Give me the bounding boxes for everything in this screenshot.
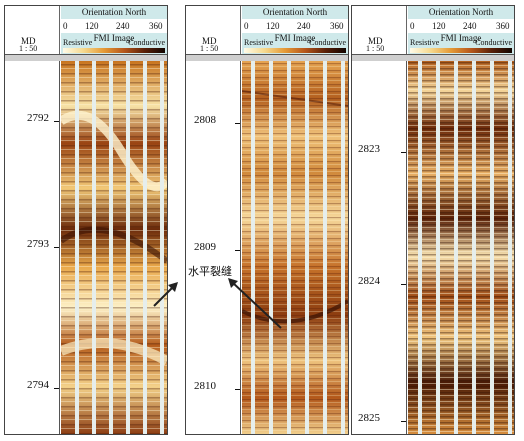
azimuth-scale: 0 120 240 360 [408, 19, 514, 33]
depth-tick [401, 152, 406, 153]
resistive-label: Resistive [63, 38, 93, 47]
azimuth-tick: 120 [85, 21, 99, 31]
md-label: MD [368, 36, 383, 46]
md-column-header: MD 1 : 50 [186, 6, 241, 54]
fmi-image-track [408, 61, 514, 434]
depth-tick [54, 388, 59, 389]
color-scale-bar [410, 48, 512, 53]
azimuth-tick: 120 [266, 21, 280, 31]
resistive-label: Resistive [244, 38, 274, 47]
log-header: MD 1 : 50 Orientation North 0 120 240 36… [186, 6, 348, 55]
log-panel-1: MD 1 : 50 Orientation North 0 120 240 36… [4, 5, 168, 435]
orientation-title: Orientation North [408, 6, 514, 19]
resistive-label: Resistive [410, 38, 440, 47]
depth-label: 2794 [27, 379, 49, 391]
fmi-image-track [61, 61, 167, 434]
depth-label: 2808 [194, 114, 216, 126]
log-header: MD 1 : 50 Orientation North 0 120 240 36… [352, 6, 514, 55]
azimuth-tick: 360 [330, 21, 344, 31]
fmi-legend: FMI Image Resistive Conductive [61, 33, 167, 54]
fmi-image [408, 61, 514, 434]
md-column-header: MD 1 : 50 [352, 6, 407, 54]
depth-label: 2809 [194, 241, 216, 253]
color-scale-bar [244, 48, 346, 53]
azimuth-tick: 240 [116, 21, 130, 31]
azimuth-scale: 0 120 240 360 [242, 19, 348, 33]
depth-tick [235, 389, 240, 390]
azimuth-tick: 240 [297, 21, 311, 31]
log-panel-3: MD 1 : 50 Orientation North 0 120 240 36… [351, 5, 515, 435]
depth-tick [235, 123, 240, 124]
fmi-title: FMI Image [440, 33, 482, 43]
azimuth-tick: 0 [244, 21, 249, 31]
md-column-header: MD 1 : 50 [5, 6, 60, 54]
header-separator [186, 55, 348, 61]
depth-label: 2793 [27, 238, 49, 250]
depth-label: 2825 [358, 412, 380, 424]
fmi-image [242, 61, 348, 434]
orientation-title: Orientation North [242, 6, 348, 19]
depth-tick [401, 284, 406, 285]
azimuth-tick: 360 [149, 21, 163, 31]
depth-label: 2824 [358, 275, 380, 287]
log-panel-2: MD 1 : 50 Orientation North 0 120 240 36… [185, 5, 349, 435]
depth-tick [401, 421, 406, 422]
color-scale-bar [63, 48, 165, 53]
md-scale: 1 : 50 [366, 44, 385, 53]
conductive-label: Conductive [128, 38, 165, 47]
md-scale: 1 : 50 [19, 44, 38, 53]
conductive-label: Conductive [309, 38, 346, 47]
fmi-image [61, 61, 167, 434]
fracture-arrow [153, 282, 178, 307]
conductive-label: Conductive [475, 38, 512, 47]
depth-tick [54, 121, 59, 122]
depth-label: 2810 [194, 380, 216, 392]
annotation-arrow [228, 278, 282, 329]
depth-track: 2808 2809 2810 [186, 61, 241, 434]
log-header: MD 1 : 50 Orientation North 0 120 240 36… [5, 6, 167, 55]
fmi-legend: FMI Image Resistive Conductive [408, 33, 514, 54]
fmi-title: FMI Image [274, 33, 316, 43]
fmi-legend: FMI Image Resistive Conductive [242, 33, 348, 54]
fmi-image-track [242, 61, 348, 434]
azimuth-tick: 120 [432, 21, 446, 31]
depth-tick [235, 250, 240, 251]
azimuth-tick: 0 [63, 21, 68, 31]
header-separator [352, 55, 514, 61]
azimuth-scale: 0 120 240 360 [61, 19, 167, 33]
md-label: MD [202, 36, 217, 46]
depth-tick [54, 247, 59, 248]
header-separator [5, 55, 167, 61]
md-scale: 1 : 50 [200, 44, 219, 53]
azimuth-tick: 0 [410, 21, 415, 31]
depth-track: 2792 2793 2794 [5, 61, 60, 434]
orientation-title: Orientation North [61, 6, 167, 19]
azimuth-tick: 240 [463, 21, 477, 31]
depth-label: 2823 [358, 143, 380, 155]
depth-label: 2792 [27, 112, 49, 124]
depth-track: 2823 2824 2825 [352, 61, 407, 434]
azimuth-tick: 360 [496, 21, 510, 31]
md-label: MD [21, 36, 36, 46]
fracture-annotation: 水平裂缝 [187, 263, 233, 279]
fmi-title: FMI Image [93, 33, 135, 43]
